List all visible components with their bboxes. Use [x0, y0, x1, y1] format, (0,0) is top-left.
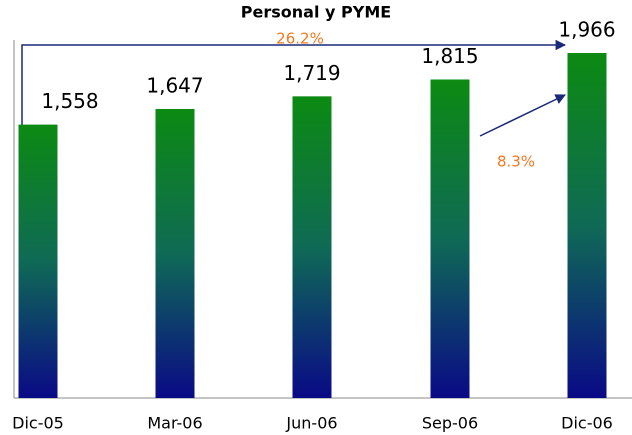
x-tick-label: Mar-06 — [147, 414, 202, 433]
data-label: 1,647 — [146, 73, 203, 97]
annotation: 26.2% — [276, 30, 324, 48]
bar — [292, 96, 332, 398]
chart-title: Personal y PYME — [241, 3, 391, 22]
bar — [155, 108, 195, 398]
data-label: 1,815 — [421, 44, 478, 68]
x-tick-label: Dic-06 — [561, 414, 613, 433]
bar — [567, 53, 607, 398]
data-label: 1,719 — [283, 61, 340, 85]
x-tick-label: Jun-06 — [285, 414, 337, 433]
bar — [430, 79, 470, 399]
data-label: 1,966 — [558, 18, 615, 42]
growth-arrow — [479, 94, 566, 137]
data-label: 1,558 — [41, 89, 98, 113]
bar — [18, 124, 58, 398]
annotation: 8.3% — [497, 153, 535, 171]
x-tick-label: Dic-05 — [12, 414, 64, 433]
x-tick-label: Sep-06 — [422, 414, 478, 433]
growth-arrow — [21, 39, 567, 125]
